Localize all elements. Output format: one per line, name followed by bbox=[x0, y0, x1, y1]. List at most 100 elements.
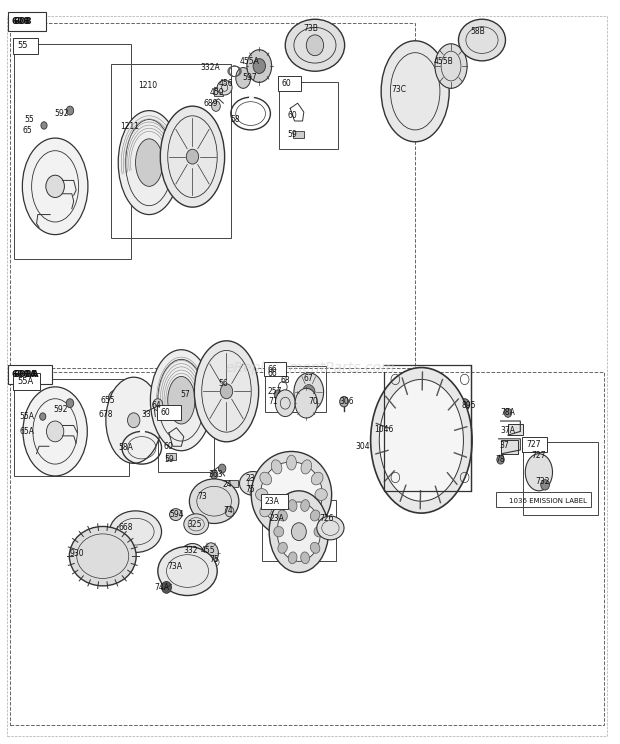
Ellipse shape bbox=[275, 390, 295, 417]
Ellipse shape bbox=[314, 527, 324, 537]
Ellipse shape bbox=[315, 489, 327, 501]
Ellipse shape bbox=[269, 491, 329, 572]
Text: 65A: 65A bbox=[19, 427, 34, 436]
Text: 1046: 1046 bbox=[374, 425, 393, 434]
Ellipse shape bbox=[203, 543, 218, 564]
FancyBboxPatch shape bbox=[522, 437, 547, 452]
Text: 332A: 332A bbox=[200, 63, 220, 72]
Bar bbox=[500, 440, 518, 454]
FancyBboxPatch shape bbox=[13, 38, 38, 54]
Ellipse shape bbox=[295, 388, 317, 418]
Text: 930: 930 bbox=[70, 549, 84, 559]
Text: 257: 257 bbox=[268, 387, 283, 396]
Text: 58B: 58B bbox=[471, 28, 485, 36]
Ellipse shape bbox=[260, 462, 322, 527]
Ellipse shape bbox=[170, 509, 182, 521]
Circle shape bbox=[303, 385, 315, 400]
Text: 592: 592 bbox=[54, 109, 68, 118]
Circle shape bbox=[66, 399, 74, 408]
FancyBboxPatch shape bbox=[157, 405, 180, 420]
Bar bbox=[111, 64, 231, 238]
Ellipse shape bbox=[251, 452, 332, 538]
Text: 1211: 1211 bbox=[120, 123, 139, 132]
Ellipse shape bbox=[184, 514, 208, 535]
Ellipse shape bbox=[277, 502, 321, 562]
FancyBboxPatch shape bbox=[278, 77, 301, 92]
Text: 56: 56 bbox=[218, 379, 228, 388]
Text: 71: 71 bbox=[268, 397, 278, 406]
Text: 23: 23 bbox=[246, 475, 255, 484]
Ellipse shape bbox=[288, 500, 297, 511]
Ellipse shape bbox=[381, 41, 449, 142]
Ellipse shape bbox=[272, 515, 282, 529]
Ellipse shape bbox=[286, 519, 296, 534]
Text: 597: 597 bbox=[242, 74, 257, 83]
Circle shape bbox=[211, 101, 220, 112]
Bar bbox=[279, 83, 338, 150]
Circle shape bbox=[46, 175, 64, 197]
Bar bbox=[10, 372, 604, 725]
Text: 60: 60 bbox=[281, 80, 291, 89]
Text: 65: 65 bbox=[23, 126, 33, 135]
Circle shape bbox=[291, 523, 306, 541]
Bar bbox=[14, 379, 129, 476]
Text: 68: 68 bbox=[281, 376, 291, 385]
Ellipse shape bbox=[435, 44, 467, 89]
Text: 456: 456 bbox=[218, 80, 233, 89]
Text: 895: 895 bbox=[461, 401, 476, 410]
Circle shape bbox=[162, 581, 172, 593]
Bar bbox=[293, 131, 304, 138]
Circle shape bbox=[306, 35, 324, 56]
Circle shape bbox=[218, 464, 226, 473]
Ellipse shape bbox=[301, 460, 312, 474]
Ellipse shape bbox=[278, 542, 287, 554]
Text: 592: 592 bbox=[53, 405, 68, 414]
Text: 23A: 23A bbox=[270, 514, 285, 523]
Ellipse shape bbox=[118, 111, 180, 214]
Ellipse shape bbox=[278, 510, 287, 521]
Text: 73: 73 bbox=[197, 493, 207, 501]
Ellipse shape bbox=[23, 387, 87, 476]
Ellipse shape bbox=[285, 19, 345, 71]
Text: 74: 74 bbox=[223, 506, 233, 515]
Text: 60: 60 bbox=[161, 408, 171, 417]
Text: 689: 689 bbox=[203, 99, 218, 108]
Text: 57: 57 bbox=[180, 390, 190, 399]
Text: 594: 594 bbox=[169, 510, 184, 519]
FancyBboxPatch shape bbox=[264, 362, 286, 376]
Ellipse shape bbox=[301, 552, 309, 564]
Text: 58: 58 bbox=[231, 115, 241, 124]
Text: 33: 33 bbox=[142, 410, 151, 419]
FancyBboxPatch shape bbox=[8, 12, 46, 31]
Ellipse shape bbox=[181, 544, 203, 563]
Text: 24: 24 bbox=[222, 481, 232, 490]
Bar bbox=[379, 418, 389, 433]
Ellipse shape bbox=[458, 19, 505, 61]
Ellipse shape bbox=[108, 389, 123, 402]
Text: 668: 668 bbox=[118, 524, 133, 533]
Text: 306: 306 bbox=[339, 397, 353, 406]
Circle shape bbox=[66, 106, 74, 115]
Text: 73C: 73C bbox=[392, 86, 407, 94]
Ellipse shape bbox=[239, 472, 267, 496]
Circle shape bbox=[220, 384, 232, 399]
Ellipse shape bbox=[22, 138, 88, 234]
Text: 655: 655 bbox=[101, 396, 115, 405]
Circle shape bbox=[153, 399, 163, 411]
Bar bbox=[226, 480, 237, 487]
Text: 325: 325 bbox=[187, 520, 202, 529]
Circle shape bbox=[497, 455, 504, 464]
Text: 75: 75 bbox=[246, 485, 255, 494]
Text: 55: 55 bbox=[17, 42, 28, 51]
Text: 23A: 23A bbox=[264, 497, 279, 506]
Text: 55: 55 bbox=[24, 115, 34, 124]
Text: 37: 37 bbox=[499, 441, 509, 450]
Ellipse shape bbox=[272, 460, 282, 474]
Ellipse shape bbox=[260, 504, 272, 517]
Text: 60: 60 bbox=[287, 111, 297, 120]
Text: 58A: 58A bbox=[119, 443, 134, 452]
Ellipse shape bbox=[168, 376, 195, 424]
Text: 73A: 73A bbox=[168, 562, 183, 571]
Ellipse shape bbox=[311, 472, 323, 485]
Ellipse shape bbox=[194, 341, 259, 442]
